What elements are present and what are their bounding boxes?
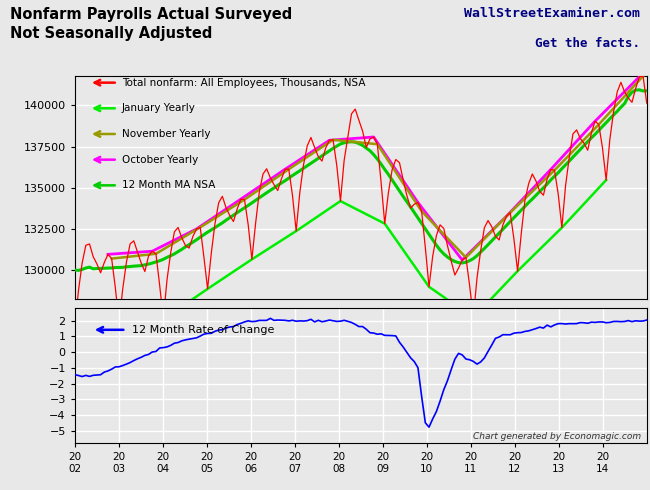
Line: October Yearly: October Yearly [108,77,640,260]
October Yearly [192,226,200,232]
January Yearly [514,268,521,274]
October Yearly [547,167,554,172]
October Yearly [502,213,510,219]
January Yearly [71,323,79,329]
January Yearly [248,256,256,262]
Text: 12 Month Rate of Change: 12 Month Rate of Change [132,325,274,335]
12 Month MA NSA [75,268,83,273]
January Yearly [469,315,477,320]
12 Month MA NSA [289,172,296,178]
Total nonfarm: All Employees, Thousands, NSA: (4.86, 1.36e+05): All Employees, Thousands, NSA: (4.86, 1.… [285,166,292,172]
January Yearly [159,316,167,322]
Text: 12 Month MA NSA: 12 Month MA NSA [122,180,215,190]
Total nonfarm: All Employees, Thousands, NSA: (5.37, 1.38e+05): All Employees, Thousands, NSA: (5.37, 1.… [307,135,315,141]
November Yearly [285,166,292,172]
Line: January Yearly: January Yearly [75,180,606,326]
Text: Nonfarm Payrolls Actual Surveyed
Not Seasonally Adjusted: Nonfarm Payrolls Actual Surveyed Not Sea… [10,7,292,41]
Total nonfarm: All Employees, Thousands, NSA: (13, 1.4e+05): All Employees, Thousands, NSA: (13, 1.4e… [643,100,650,106]
12 Month MA NSA [218,220,226,226]
January Yearly [115,319,123,325]
October Yearly [458,257,466,263]
12 Month MA NSA [71,267,79,273]
November Yearly [639,73,647,79]
Line: November Yearly: November Yearly [112,76,643,259]
January Yearly [558,225,566,231]
12 Month MA NSA [636,87,643,93]
Total nonfarm: All Employees, Thousands, NSA: (8.97, 1.29e+05): All Employees, Thousands, NSA: (8.97, 1.… [465,283,473,289]
January Yearly [381,220,389,226]
Text: Chart generated by Economagic.com: Chart generated by Economagic.com [473,432,641,441]
November Yearly [595,122,603,127]
Total nonfarm: All Employees, Thousands, NSA: (0, 1.27e+05): All Employees, Thousands, NSA: (0, 1.27e… [71,323,79,329]
October Yearly [237,196,244,202]
October Yearly [592,118,599,124]
Total nonfarm: All Employees, Thousands, NSA: (3.27, 1.34e+05): All Employees, Thousands, NSA: (3.27, 1.… [214,200,222,206]
January Yearly [337,198,344,204]
Text: November Yearly: November Yearly [122,129,210,139]
November Yearly [329,137,337,143]
November Yearly [152,251,160,257]
12 Month MA NSA [536,189,543,195]
January Yearly [603,177,610,183]
Total nonfarm: All Employees, Thousands, NSA: (12.9, 1.42e+05): All Employees, Thousands, NSA: (12.9, 1.… [639,73,647,79]
January Yearly [292,228,300,234]
Text: January Yearly: January Yearly [122,103,196,113]
November Yearly [462,254,470,260]
October Yearly [370,134,378,140]
October Yearly [281,166,289,172]
Text: October Yearly: October Yearly [122,155,198,165]
November Yearly [240,196,248,202]
November Yearly [418,208,426,214]
October Yearly [148,248,156,254]
November Yearly [196,224,204,230]
November Yearly [374,141,382,147]
Text: Get the facts.: Get the facts. [535,37,640,50]
Text: WallStreetExaminer.com: WallStreetExaminer.com [464,7,640,21]
January Yearly [203,286,211,292]
Text: Total nonfarm: All Employees, Thousands, NSA: Total nonfarm: All Employees, Thousands,… [122,77,365,88]
12 Month MA NSA [311,158,318,164]
November Yearly [506,210,514,216]
12 Month MA NSA [469,256,477,262]
Total nonfarm: All Employees, Thousands, NSA: (10.5, 1.35e+05): All Employees, Thousands, NSA: (10.5, 1.… [532,178,540,184]
October Yearly [326,137,333,143]
November Yearly [108,256,116,262]
October Yearly [636,74,643,80]
Line: Total nonfarm: All Employees, Thousands, NSA: Total nonfarm: All Employees, Thousands,… [75,76,647,326]
Line: 12 Month MA NSA: 12 Month MA NSA [75,90,647,270]
October Yearly [104,251,112,257]
October Yearly [414,199,422,205]
12 Month MA NSA [643,88,650,94]
Total nonfarm: All Employees, Thousands, NSA: (7.72, 1.34e+05): All Employees, Thousands, NSA: (7.72, 1.… [410,201,418,207]
January Yearly [425,284,433,290]
12 Month MA NSA [414,215,422,221]
November Yearly [551,167,558,173]
